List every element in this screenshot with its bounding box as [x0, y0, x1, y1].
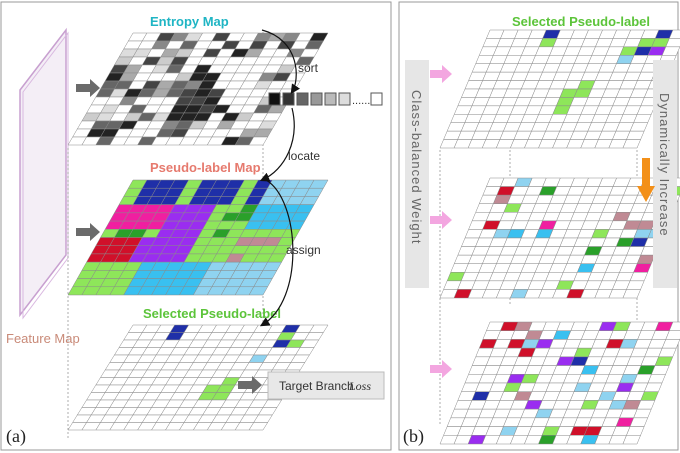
- grid-cell: [668, 321, 680, 331]
- assign-arrow: [259, 179, 294, 327]
- selected-grid-b-2: [439, 177, 680, 299]
- pink-arrow-2: [430, 211, 452, 229]
- grid-cell: [622, 435, 641, 445]
- grid-cell: [248, 422, 269, 431]
- locate-arrow: [259, 107, 295, 182]
- grid-cell: [622, 139, 641, 149]
- pseudo-label-map-title: Pseudo-label Map: [150, 160, 261, 175]
- sort-arrow: [261, 29, 300, 94]
- pseudo-label-map-grid: [67, 179, 329, 296]
- grid-cell: [622, 289, 641, 299]
- grid-cell: [248, 286, 269, 296]
- feature-map-slab: [19, 27, 67, 318]
- target-branch-box: [267, 371, 385, 400]
- input-arrow-2: [76, 223, 100, 241]
- class-balanced-weight-box: [405, 60, 429, 288]
- entropy-map-title: Entropy Map: [150, 14, 229, 29]
- grid-cell: [668, 29, 680, 39]
- selected-grid-b-1: [439, 29, 680, 149]
- entropy-map-grid: [67, 32, 329, 146]
- class-balanced-weight-label: Class-balanced Weight: [409, 90, 424, 244]
- panel-b-frame: [398, 1, 679, 451]
- input-arrow-1: [76, 79, 100, 97]
- selected-pseudo-label-title-b: Selected Pseudo-label: [512, 14, 650, 29]
- dynamically-increase-box: [653, 60, 677, 288]
- selected-pseudo-label-title-a: Selected Pseudo-label: [143, 306, 281, 321]
- output-arrow: [238, 376, 262, 394]
- panel-a-label: (a): [6, 426, 26, 447]
- pink-arrow-3: [430, 360, 452, 378]
- pink-arrow-1: [430, 65, 452, 83]
- dynamically-increase-label: Dynamically Increase: [657, 93, 672, 237]
- selected-grid-b-3: [439, 321, 680, 445]
- target-branch-loss: Loss: [348, 379, 371, 393]
- sorted-entropy-bar: [268, 92, 383, 106]
- panel-a-frame: [0, 1, 392, 451]
- locate-label: locate: [288, 149, 320, 163]
- target-branch-text: Target Branch: [279, 379, 354, 393]
- grid-cell: [248, 136, 269, 146]
- feature-map-label: Feature Map: [6, 331, 80, 346]
- assign-label: assign: [286, 243, 321, 257]
- orange-down-arrow: [637, 158, 655, 202]
- panel-b-label: (b): [403, 426, 424, 447]
- sort-label: sort: [298, 61, 319, 75]
- sorted-ellipsis: ......: [352, 95, 370, 107]
